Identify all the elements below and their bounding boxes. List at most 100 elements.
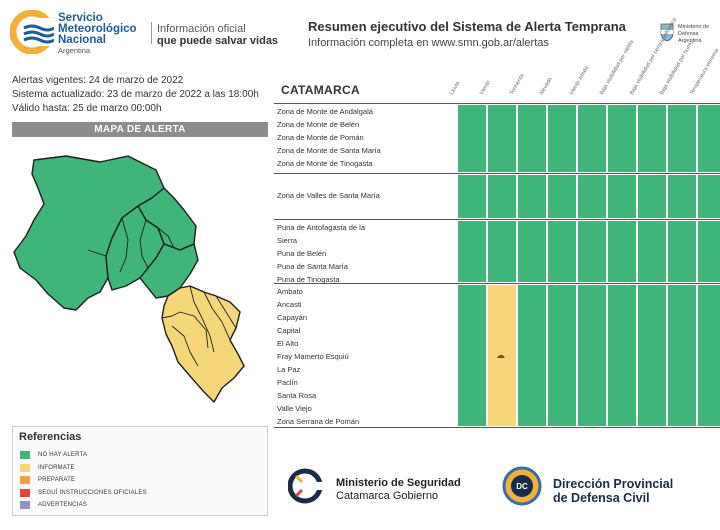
legend-item: PREPARATE (20, 476, 75, 484)
group-divider (274, 173, 720, 174)
legend-label: NO HAY ALERTA (38, 452, 88, 458)
alert-cell (608, 221, 636, 282)
org-line-2: Meteorológico (58, 23, 137, 35)
column-header: Baja visibilidad por niebla (598, 39, 636, 96)
legend-swatch (20, 501, 30, 509)
valid-until-date: Válido hasta: 25 de marzo 00:00h (12, 103, 162, 114)
alerts-valid-date: Alertas vigentes: 24 de marzo de 2022 (12, 75, 184, 86)
alert-cell (578, 105, 606, 172)
zone-name: Fray Mamerto Esquiú (277, 352, 349, 361)
summary-subtitle[interactable]: Información completa en www.smn.gob.ar/a… (308, 37, 549, 49)
alert-cell (668, 285, 696, 426)
alert-cell (668, 221, 696, 282)
column-header: Nevada (538, 76, 554, 96)
smn-logo-icon (10, 10, 54, 54)
map-border-9 (215, 295, 237, 329)
zone-name: Zona de Monte de Belén (277, 120, 360, 129)
map-border-6 (203, 291, 231, 341)
alert-cell (518, 105, 546, 172)
legend-label: PREPARATE (38, 477, 76, 483)
civil-defense-line-2: de Defensa Civil (553, 491, 650, 505)
alert-cell (698, 221, 720, 282)
alert-cell (458, 105, 486, 172)
map-region-west (13, 155, 165, 311)
legend-label: SEGUÍ INSTRUCCIONES OFICIALES (38, 489, 147, 496)
zone-name: Capital (277, 326, 301, 335)
zone-name: Capayán (277, 313, 308, 322)
system-updated-date: Sistema actualizado: 23 de marzo de 2022… (12, 89, 259, 100)
org-name: Servicio Meteorológico Nacional Argentin… (58, 12, 150, 55)
summary-title: Resumen ejecutivo del Sistema de Alerta … (308, 19, 626, 34)
alert-cell (668, 175, 696, 218)
catamarca-alert-map (13, 155, 245, 403)
legend-swatch (20, 451, 30, 459)
alert-cell (638, 105, 666, 172)
alert-cell (698, 175, 720, 218)
alert-cell (608, 285, 636, 426)
alert-cell (698, 105, 720, 172)
alert-cell (548, 285, 576, 426)
zone-name: Zona de Monte de Santa María (277, 146, 381, 155)
thunderstorm-icon: ☁ (496, 350, 505, 360)
alert-cell (698, 285, 720, 426)
map-border-1 (119, 217, 129, 273)
legend-swatch (20, 463, 30, 472)
alert-cell (488, 285, 516, 426)
alert-cell (548, 175, 576, 218)
group-divider (274, 103, 720, 104)
legend: Referencias NO HAY ALERTA INFORMATE PREPAR… (12, 426, 268, 516)
slogan-line-2: que puede salvar vidas (157, 35, 279, 47)
column-header: Temperatura extrema (688, 47, 720, 96)
zone-name: Valle Viejo (277, 404, 312, 413)
org-line-1: Servicio (58, 12, 103, 24)
slogan: Información oficial que puede salvar vid… (157, 23, 278, 47)
legend-swatch (20, 488, 30, 497)
column-header: Viento (478, 79, 492, 96)
alert-cell (578, 175, 606, 218)
alert-cell (458, 175, 486, 218)
alert-table: CATAMARCA Lluvia Viento Tormenta Nevada Vien… (274, 17, 720, 430)
zone-name: Puna de Antofagasta de la (277, 223, 365, 232)
column-header: Tormenta (508, 73, 526, 96)
map-border-4 (87, 249, 107, 257)
civil-badge-text: DC (516, 482, 528, 491)
map-region-southeast-yellow (161, 285, 245, 403)
org-country: Argentina (58, 46, 91, 55)
alert-cell (488, 221, 516, 282)
zone-name: Zona de Monte de Andalgalá (277, 107, 373, 116)
legend-item: NO HAY ALERTA (20, 451, 87, 459)
footer: Ministerio de Seguridad Catamarca Gobier… (280, 462, 720, 516)
map-border-5 (189, 285, 215, 353)
alert-cell (638, 175, 666, 218)
group-divider (274, 283, 720, 284)
group-divider (274, 219, 720, 220)
alert-cell (518, 221, 546, 282)
zone-name: Puna de Tinogasta (277, 275, 340, 284)
zone-name: Santa Rosa (277, 391, 317, 400)
zone-name: Zona de Monte de Pomán (277, 133, 364, 142)
alert-cell (578, 285, 606, 426)
table-bottom-rule (274, 427, 720, 428)
legend-item: INFORMATE (20, 463, 75, 472)
map-border-3 (157, 227, 175, 249)
argentina-shield-icon (660, 23, 674, 42)
zone-name: Zona Serrana de Pomán (277, 417, 360, 426)
legend-swatch (20, 476, 30, 484)
map-border-7 (179, 311, 209, 349)
zone-name: Paclín (277, 378, 298, 387)
catamarca-gobierno-logo-icon (288, 468, 322, 504)
column-header: Viento zonda (568, 65, 591, 96)
legend-item: ADVERTENCIAS (20, 501, 87, 509)
ministry-text: Ministerio de Defensa Argentina (678, 24, 710, 44)
map-border-2 (139, 219, 149, 269)
alert-cell (578, 221, 606, 282)
alert-cell (668, 105, 696, 172)
civil-defense-line-1: Dirección Provincial (553, 477, 674, 491)
map-border-10 (161, 311, 181, 319)
map-title: MAPA DE ALERTA (12, 122, 268, 137)
legend-label: INFORMATE (38, 464, 75, 471)
zone-name: Ancasti (277, 300, 302, 309)
alert-cell (608, 105, 636, 172)
alert-cell (458, 285, 486, 426)
zone-name: Sierra (277, 236, 298, 245)
